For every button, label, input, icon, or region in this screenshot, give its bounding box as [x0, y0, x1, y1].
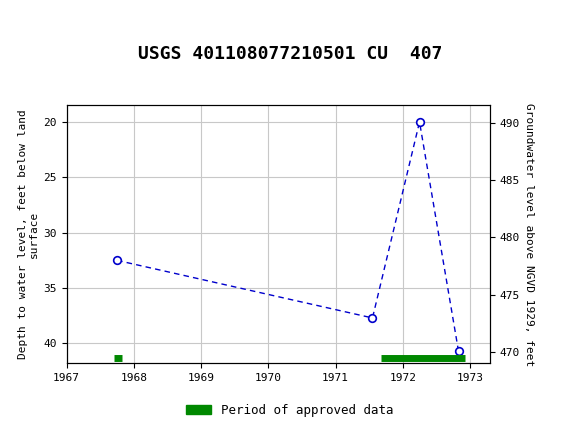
Text: ≋: ≋ [5, 6, 28, 34]
Legend: Period of approved data: Period of approved data [181, 399, 399, 421]
Text: USGS 401108077210501 CU  407: USGS 401108077210501 CU 407 [138, 45, 442, 63]
Y-axis label: Groundwater level above NGVD 1929, feet: Groundwater level above NGVD 1929, feet [524, 103, 534, 366]
Y-axis label: Depth to water level, feet below land
surface: Depth to water level, feet below land su… [18, 110, 39, 359]
Text: USGS: USGS [39, 11, 95, 29]
